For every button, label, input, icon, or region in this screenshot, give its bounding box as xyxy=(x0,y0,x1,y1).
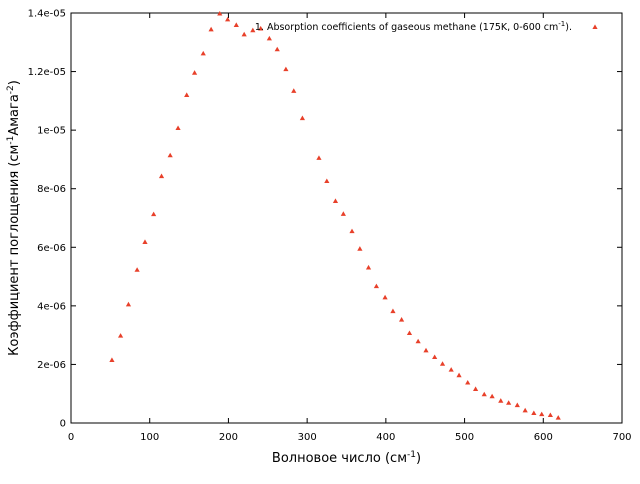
data-point xyxy=(184,92,190,97)
data-point xyxy=(142,239,148,244)
data-point xyxy=(415,338,421,344)
legend-marker xyxy=(592,24,598,29)
y-tick-label: 8e-06 xyxy=(37,184,66,195)
data-point xyxy=(522,407,528,413)
x-axis-label: Волновое число (см-1) xyxy=(272,450,421,466)
data-point xyxy=(274,46,280,52)
data-point xyxy=(506,400,512,405)
data-point xyxy=(399,317,405,322)
x-tick-label: 100 xyxy=(140,432,159,443)
x-tick-label: 600 xyxy=(534,432,553,443)
data-point xyxy=(390,308,396,314)
data-point xyxy=(531,410,537,415)
data-point xyxy=(109,357,115,362)
data-point xyxy=(357,246,363,251)
data-point xyxy=(167,152,173,158)
data-point xyxy=(316,155,322,160)
x-tick-label: 500 xyxy=(455,432,474,443)
data-point xyxy=(332,198,339,203)
data-point xyxy=(134,267,140,272)
plot-frame xyxy=(70,12,623,424)
data-point xyxy=(448,367,454,372)
data-point xyxy=(117,333,124,338)
data-point xyxy=(233,22,239,27)
data-point xyxy=(514,402,520,408)
data-point xyxy=(456,372,462,378)
data-point xyxy=(472,386,479,391)
data-point xyxy=(200,50,206,56)
data-point xyxy=(439,361,446,366)
data-point xyxy=(498,398,504,403)
axis-ticks: 0 100 200 300 400 500 600 700 0 2e-06 4e-06 6e-06 8e… xyxy=(28,9,632,444)
x-tick-label: 700 xyxy=(612,432,631,443)
data-point xyxy=(432,354,438,360)
data-point xyxy=(291,88,297,93)
data-point xyxy=(373,283,380,289)
data-point xyxy=(382,294,388,300)
y-tick-label: 1e-05 xyxy=(37,126,66,137)
data-point xyxy=(481,391,487,397)
x-tick-label: 200 xyxy=(219,432,238,443)
y-axis-label: Коэффициент поглощения (см-1Амага-2) xyxy=(6,80,22,356)
data-point xyxy=(547,412,553,418)
y-tick-label: 0 xyxy=(60,419,66,430)
x-tick-label: 300 xyxy=(298,432,317,443)
data-point xyxy=(125,301,132,307)
data-point xyxy=(191,70,198,75)
data-point xyxy=(340,211,346,216)
y-tick-label: 1.4e-05 xyxy=(28,9,66,20)
data-point xyxy=(555,415,561,420)
data-point xyxy=(539,411,545,417)
data-point xyxy=(406,330,413,336)
data-point xyxy=(349,228,355,234)
data-point xyxy=(324,178,330,184)
data-point xyxy=(250,27,256,33)
legend-label: 1. Absorption coefficients of gaseous me… xyxy=(255,20,572,33)
data-point xyxy=(217,10,223,16)
data-point xyxy=(365,264,372,270)
axis-titles: Волновое число (см-1) Коэффициент поглоще… xyxy=(6,80,421,466)
data-point xyxy=(283,66,289,72)
y-tick-label: 1.2e-05 xyxy=(28,67,66,78)
data-point xyxy=(258,25,264,31)
y-tick-label: 6e-06 xyxy=(37,243,66,254)
x-tick-label: 0 xyxy=(68,432,74,443)
data-point xyxy=(151,211,157,217)
data-point xyxy=(465,379,471,385)
y-tick-label: 2e-06 xyxy=(37,360,66,371)
data-point xyxy=(489,393,495,399)
data-points xyxy=(109,10,561,420)
data-point xyxy=(241,31,247,37)
data-point xyxy=(266,35,272,41)
y-tick-label: 4e-06 xyxy=(37,301,66,312)
legend: 1. Absorption coefficients of gaseous me… xyxy=(255,20,598,33)
data-point xyxy=(299,115,306,121)
data-point xyxy=(423,347,429,353)
x-tick-label: 400 xyxy=(376,432,395,443)
data-point xyxy=(208,26,214,32)
data-point xyxy=(158,173,165,179)
data-point xyxy=(225,16,231,22)
data-point xyxy=(175,125,181,131)
